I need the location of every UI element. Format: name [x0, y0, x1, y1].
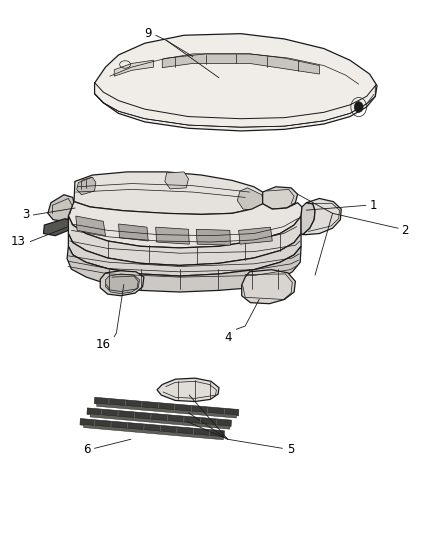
Polygon shape	[157, 378, 219, 401]
Polygon shape	[114, 60, 153, 76]
Polygon shape	[74, 172, 267, 214]
Polygon shape	[196, 229, 230, 245]
Polygon shape	[237, 188, 264, 210]
Polygon shape	[87, 408, 231, 426]
Text: 3: 3	[22, 208, 29, 221]
Polygon shape	[67, 246, 301, 292]
Circle shape	[354, 102, 363, 112]
Polygon shape	[242, 270, 295, 304]
Polygon shape	[100, 271, 144, 296]
Polygon shape	[94, 397, 239, 416]
Polygon shape	[119, 224, 148, 241]
Polygon shape	[303, 198, 341, 235]
Polygon shape	[68, 233, 301, 276]
Polygon shape	[106, 274, 140, 294]
Polygon shape	[165, 172, 188, 189]
Polygon shape	[239, 227, 272, 244]
Text: 2: 2	[402, 224, 409, 237]
Text: 5: 5	[287, 443, 294, 456]
Polygon shape	[97, 403, 237, 418]
Polygon shape	[84, 424, 223, 440]
Polygon shape	[76, 216, 106, 236]
Polygon shape	[155, 227, 189, 244]
Polygon shape	[90, 414, 230, 429]
Text: 16: 16	[96, 338, 111, 351]
Polygon shape	[77, 177, 96, 195]
Polygon shape	[68, 216, 301, 265]
Text: 13: 13	[11, 235, 26, 248]
Text: 4: 4	[225, 332, 232, 344]
Polygon shape	[68, 201, 302, 248]
Text: 1: 1	[370, 199, 377, 212]
Polygon shape	[162, 54, 319, 74]
Text: 9: 9	[144, 27, 151, 40]
Polygon shape	[301, 203, 315, 235]
Text: 6: 6	[83, 443, 90, 456]
Polygon shape	[43, 219, 71, 236]
Polygon shape	[80, 418, 224, 437]
Polygon shape	[263, 187, 297, 209]
Polygon shape	[95, 34, 377, 131]
Polygon shape	[48, 195, 75, 221]
